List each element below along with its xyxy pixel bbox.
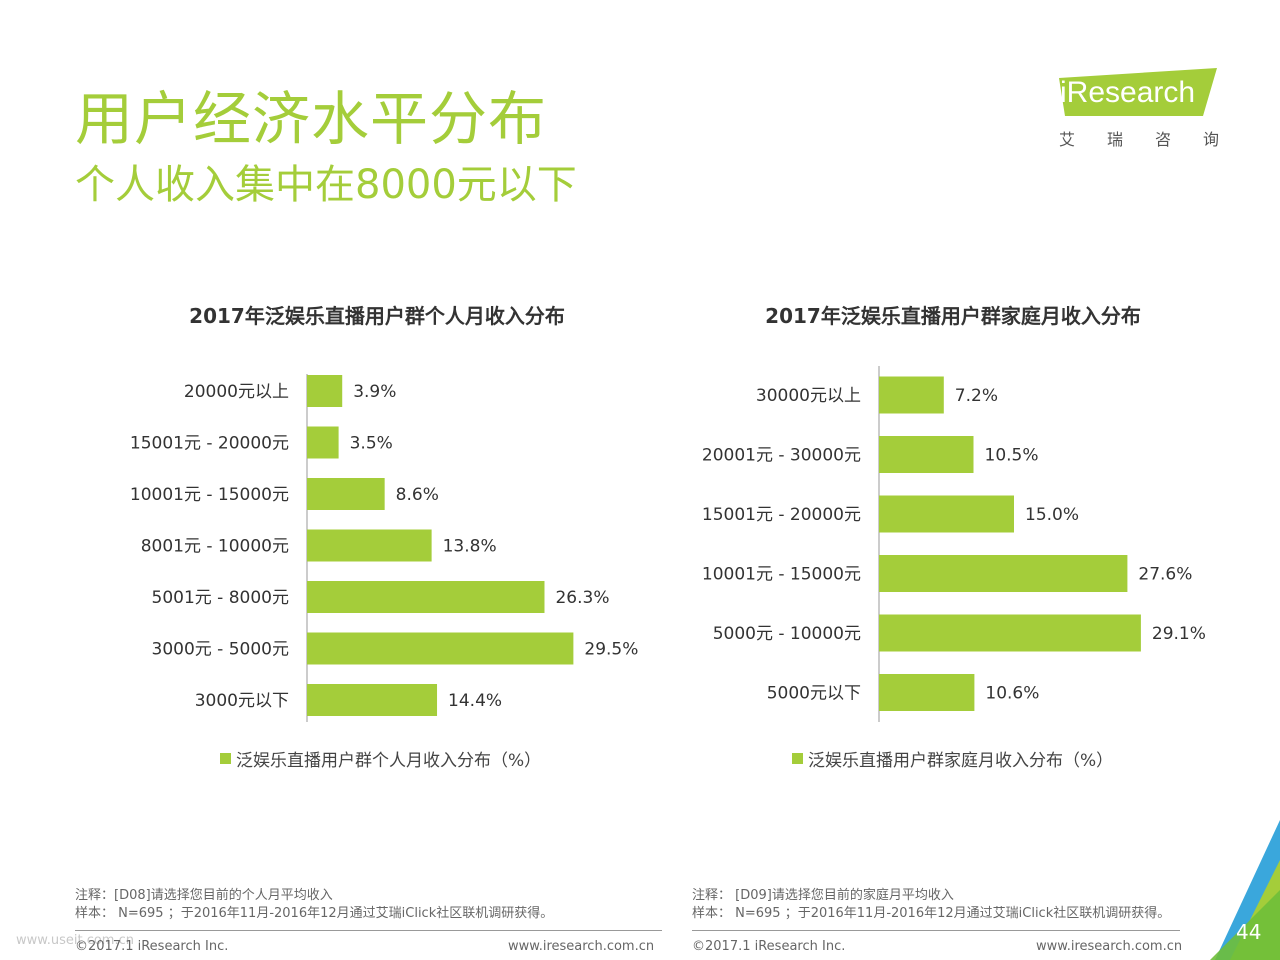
data-label: 8.6% — [396, 485, 439, 505]
bar — [307, 478, 385, 510]
bar — [879, 614, 1141, 652]
bar — [307, 684, 438, 716]
page-subtitle: 个人收入集中在8000元以下 — [75, 162, 577, 208]
watermark: www.useit.com.cn — [16, 933, 134, 948]
bar — [307, 529, 432, 562]
legend-label: 泛娱乐直播用户群家庭月收入分布（%） — [808, 751, 1114, 771]
category-label: 5000元以下 — [767, 684, 861, 704]
category-label: 5000元 - 10000元 — [713, 624, 861, 644]
data-label: 3.9% — [353, 382, 396, 402]
corner-decoration-icon — [1210, 820, 1280, 960]
legend-label: 泛娱乐直播用户群个人月收入分布（%） — [236, 751, 542, 771]
chart-title-household: 2017年泛娱乐直播用户群家庭月收入分布 — [765, 304, 1141, 328]
bar — [879, 436, 974, 473]
data-label: 29.1% — [1152, 624, 1206, 644]
data-label: 26.3% — [555, 588, 609, 608]
category-label: 5001元 - 8000元 — [152, 588, 289, 608]
category-label: 15001元 - 20000元 — [130, 434, 289, 454]
logo-text: iResearch — [1060, 76, 1196, 109]
legend-swatch — [220, 753, 231, 764]
bar — [307, 632, 574, 665]
chart-title-personal: 2017年泛娱乐直播用户群个人月收入分布 — [189, 304, 565, 328]
data-label: 3.5% — [350, 434, 393, 454]
category-label: 3000元 - 5000元 — [152, 640, 289, 660]
category-label: 20001元 - 30000元 — [702, 446, 861, 466]
category-label: 8001元 - 10000元 — [141, 537, 289, 557]
category-label: 10001元 - 15000元 — [130, 485, 289, 505]
bar — [879, 674, 975, 711]
category-label: 3000元以下 — [195, 691, 289, 711]
note-right: 注释： [D09]请选择您目前的家庭月平均收入 样本： N=695 ；于2016… — [692, 888, 1171, 921]
category-label: 30000元以上 — [756, 386, 861, 406]
page-title: 用户经济水平分布 — [75, 85, 548, 153]
legend-household: 泛娱乐直播用户群家庭月收入分布（%） — [792, 746, 1113, 771]
iresearch-logo: iResearch 艾瑞咨询 — [1055, 66, 1225, 156]
footer-copyright-right: ©2017.1 iResearch Inc. — [692, 939, 846, 954]
footer-copyright-left: ©2017.1 iResearch Inc. — [75, 939, 229, 954]
category-label: 20000元以上 — [184, 382, 289, 402]
bar — [307, 375, 343, 407]
data-label: 7.2% — [955, 386, 998, 406]
category-label: 15001元 - 20000元 — [702, 505, 861, 525]
bar — [879, 495, 1014, 533]
footer-website-right: www.iresearch.com.cn — [1036, 939, 1183, 954]
data-label: 10.6% — [985, 684, 1039, 704]
bar — [879, 555, 1128, 592]
data-label: 29.5% — [584, 640, 638, 660]
logo-cn-text: 艾瑞咨询 — [1059, 130, 1219, 149]
legend-swatch — [792, 753, 803, 764]
category-label: 10001元 - 15000元 — [702, 565, 861, 585]
page-number: 44 — [1236, 920, 1262, 944]
bar — [879, 376, 944, 414]
data-label: 15.0% — [1025, 505, 1079, 525]
note-left: 注释：[D08]请选择您目前的个人月平均收入 样本： N=695 ；于2016年… — [75, 888, 554, 921]
footer-divider-right — [692, 930, 1180, 931]
legend-personal: 泛娱乐直播用户群个人月收入分布（%） — [220, 746, 541, 771]
bar — [307, 581, 545, 613]
bar — [307, 426, 339, 459]
data-label: 27.6% — [1138, 565, 1192, 585]
data-label: 14.4% — [448, 691, 502, 711]
footer-divider-left — [75, 930, 662, 931]
data-label: 13.8% — [443, 537, 497, 557]
data-label: 10.5% — [985, 446, 1039, 466]
logo-badge-icon — [1059, 68, 1217, 116]
footer-website-left: www.iresearch.com.cn — [508, 939, 655, 954]
